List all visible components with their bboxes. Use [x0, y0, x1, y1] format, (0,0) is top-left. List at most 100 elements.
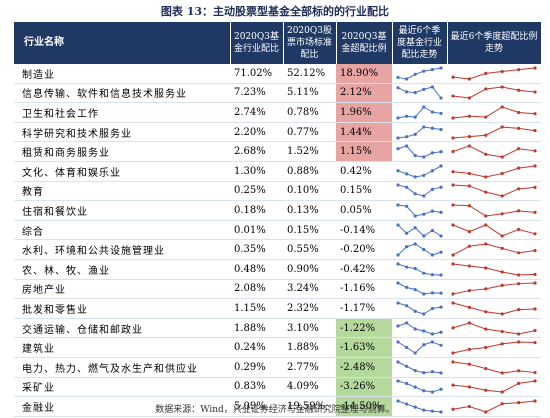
sparkline-point [422, 155, 426, 159]
sparkline-point [430, 340, 434, 344]
sparkline-point [517, 67, 521, 72]
sparkline-point [451, 203, 455, 207]
sparkline-point [439, 210, 443, 214]
sparkline-point [467, 244, 471, 248]
sparkline-point [439, 233, 443, 238]
trend-cell [392, 377, 447, 398]
sparkline-point [422, 105, 426, 109]
trend-cell [392, 259, 447, 280]
value-cell: 2.74% [230, 102, 283, 123]
table-row: 建筑业 0.24% 1.88% -1.63% [14, 337, 541, 358]
sparkline-point [396, 203, 400, 207]
value-cell: 0.24% [230, 337, 283, 358]
sparkline-point [484, 366, 488, 370]
sparkline-point [451, 94, 455, 99]
sparkline-point [500, 171, 504, 175]
trend-cell [447, 396, 541, 417]
value-cell: -0.14% [336, 220, 392, 241]
value-cell: 7.23% [230, 83, 283, 104]
sparkline-point [517, 382, 521, 386]
sparkline [396, 203, 443, 218]
sparkline-point [439, 305, 443, 309]
sparkline-point [405, 172, 409, 176]
title: 图表 13：主动股票型基金全部标的的行业配比 [160, 5, 390, 18]
sparkline-point [405, 304, 409, 308]
sparkline-line [452, 126, 536, 139]
value-cell: 2.20% [230, 122, 283, 143]
sparkline-point [533, 164, 537, 168]
sparkline-point [517, 147, 521, 151]
sparkline [451, 144, 537, 159]
sparkline-point [451, 150, 455, 154]
value-cell: 2.68% [230, 141, 283, 162]
sparkline [451, 281, 537, 296]
industry-name: 教育 [14, 181, 230, 202]
sparkline-line [397, 341, 442, 354]
sparkline-point [396, 147, 400, 151]
sparkline-point [451, 116, 455, 120]
value-cell: 1.88% [283, 337, 336, 358]
trend-cell [392, 181, 447, 202]
sparkline-point [396, 75, 400, 79]
trend-cell [447, 298, 541, 319]
sparkline-point [405, 185, 409, 190]
sparkline-point [396, 281, 400, 285]
value-cell: 2.32% [283, 298, 336, 319]
sparkline-line [397, 302, 442, 315]
industry-name: 住宿和餐饮业 [14, 200, 230, 221]
sparkline-point [451, 253, 455, 257]
value-cell: 19.59% [283, 396, 336, 417]
sparkline-point [422, 408, 426, 412]
trend-cell [447, 181, 541, 202]
sparkline-point [451, 292, 455, 296]
value-cell: 1.52% [283, 141, 336, 162]
sparkline [451, 262, 537, 277]
sparkline-point [405, 320, 409, 325]
sparkline-point [500, 69, 504, 73]
sparkline-point [422, 173, 426, 177]
sparkline-point [533, 307, 537, 311]
sparkline [396, 320, 443, 336]
sparkline-point [413, 405, 417, 409]
sparkline-point [533, 249, 537, 253]
sparkline-point [430, 85, 434, 89]
value-cell: 2.08% [230, 279, 283, 300]
sparkline-line [397, 126, 442, 139]
trend-cell [447, 83, 541, 104]
sparkline-line [452, 380, 536, 393]
sparkline-point [422, 212, 426, 216]
sparkline-point [430, 188, 434, 192]
header-cell: 最近6个季度超配比例走势 [447, 22, 542, 64]
table-row: 住宿和餐饮业 0.18% 0.13% 0.05% [14, 200, 541, 221]
sparkline-point [467, 385, 471, 389]
sparkline-point [517, 126, 521, 130]
sparkline-point [439, 111, 443, 116]
value-cell: 0.10% [283, 181, 336, 202]
sparkline-point [405, 77, 409, 81]
sparkline-line [452, 67, 536, 80]
sparkline-point [451, 222, 455, 227]
value-cell: -1.63% [336, 337, 392, 358]
sparkline-point [430, 291, 434, 295]
table-row: 电力、热力、燃气及水生产和供应业 0.29% 2.77% -2.48% [14, 357, 541, 378]
sparkline-point [405, 90, 409, 94]
sparkline-line [452, 282, 536, 295]
value-cell: 0.25% [230, 181, 283, 202]
sparkline-point [413, 309, 417, 313]
sparkline-point [500, 105, 504, 109]
sparkline-point [413, 326, 417, 331]
sparkline-point [430, 306, 434, 311]
value-cell: 1.15% [336, 141, 392, 162]
sparkline-point [467, 289, 471, 293]
sparkline [451, 360, 537, 375]
sparkline-point [439, 387, 443, 392]
sparkline-point [484, 214, 488, 218]
sparkline-point [484, 242, 488, 246]
sparkline-point [500, 371, 504, 375]
industry-name: 租赁和商务服务业 [14, 141, 230, 162]
table-row: 金融业 5.09% 19.59% -14.50% [14, 396, 541, 417]
sparkline-point [451, 360, 455, 364]
sparkline-point [422, 88, 426, 92]
sparkline-point [439, 343, 443, 348]
table-row: 制造业 71.02% 52.12% 18.90% [14, 64, 541, 84]
